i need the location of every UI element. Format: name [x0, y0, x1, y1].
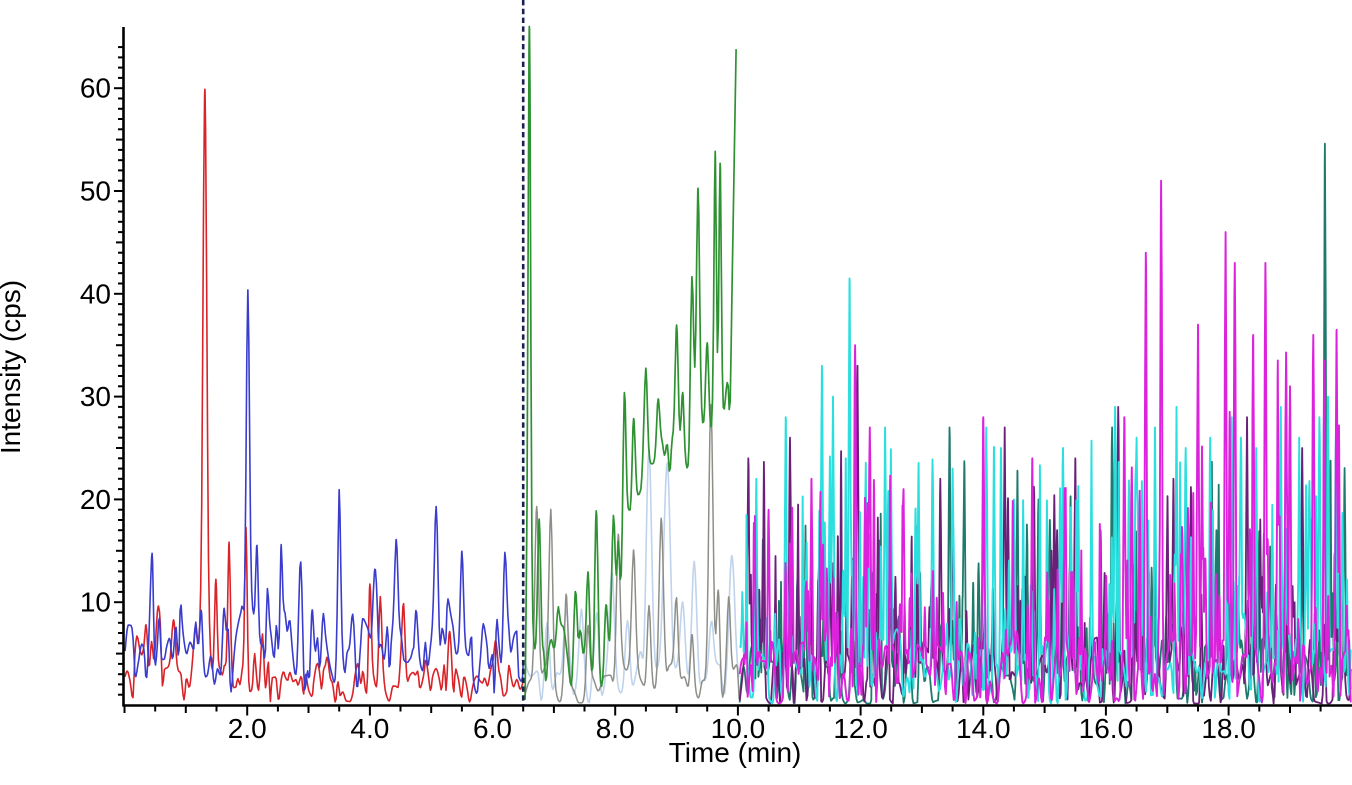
svg-text:Intensity (cps): Intensity (cps)	[0, 280, 26, 454]
svg-text:2.0: 2.0	[228, 713, 267, 744]
svg-text:40: 40	[80, 278, 111, 309]
svg-text:50: 50	[80, 176, 111, 207]
svg-text:4.0: 4.0	[350, 713, 389, 744]
svg-text:16.0: 16.0	[1079, 713, 1134, 744]
svg-text:10: 10	[80, 587, 111, 618]
svg-text:30: 30	[80, 381, 111, 412]
svg-text:8.0: 8.0	[596, 713, 635, 744]
svg-text:20: 20	[80, 484, 111, 515]
svg-text:14.0: 14.0	[956, 713, 1011, 744]
svg-text:6.0: 6.0	[473, 713, 512, 744]
svg-text:12.0: 12.0	[833, 713, 888, 744]
svg-text:60: 60	[80, 73, 111, 104]
svg-text:18.0: 18.0	[1201, 713, 1256, 744]
svg-text:10.0: 10.0	[711, 713, 766, 744]
svg-text:Time (min): Time (min)	[669, 737, 802, 768]
